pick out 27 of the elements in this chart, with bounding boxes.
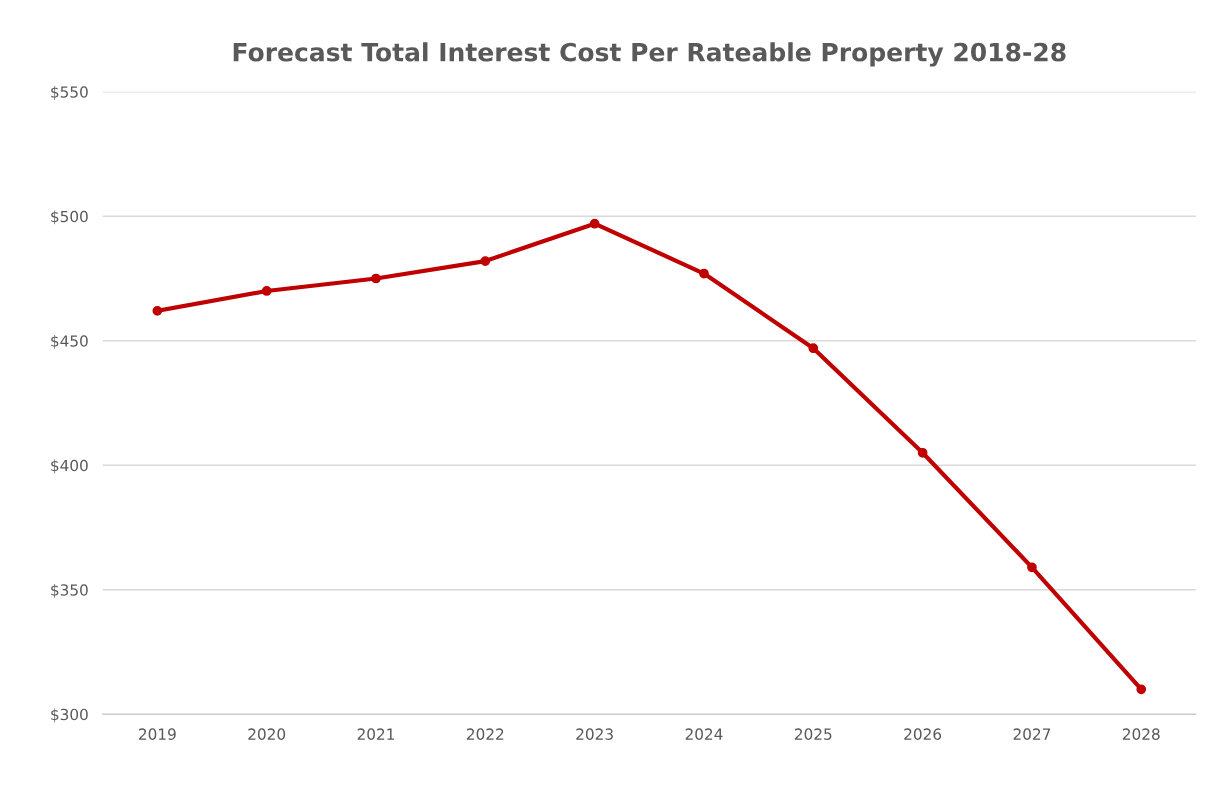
point	[152, 306, 163, 316]
point	[589, 218, 600, 229]
point	[480, 256, 491, 266]
point	[1027, 562, 1037, 573]
y-tick-label: $350	[51, 583, 88, 598]
x-tick-label: 2027	[1013, 728, 1051, 740]
x-tick-label: 2023	[576, 728, 613, 740]
x-tick-label: 2019	[139, 728, 176, 740]
y-tick-label: $500	[51, 210, 88, 225]
point	[371, 273, 381, 284]
point	[261, 286, 272, 296]
point	[1136, 684, 1147, 695]
point	[808, 343, 819, 354]
point	[917, 447, 928, 458]
y-tick-label: $300	[51, 708, 88, 723]
x-tick-label: 2022	[466, 728, 504, 740]
y-tick-label: $550	[51, 85, 88, 100]
x-tick-label: 2021	[357, 728, 395, 740]
point	[699, 268, 709, 279]
x-tick-label: 2025	[794, 728, 832, 740]
x-tick-label: 2026	[904, 728, 942, 740]
x-tick-label: 2024	[685, 728, 723, 740]
y-tick-label: $400	[51, 459, 88, 474]
y-tick-label: $450	[51, 334, 88, 349]
x-tick-label: 2020	[248, 728, 286, 740]
chart-title: Forecast Total Interest Cost Per Rateable Property 2018-28	[233, 42, 1066, 67]
x-tick-label: 2028	[1122, 728, 1160, 740]
